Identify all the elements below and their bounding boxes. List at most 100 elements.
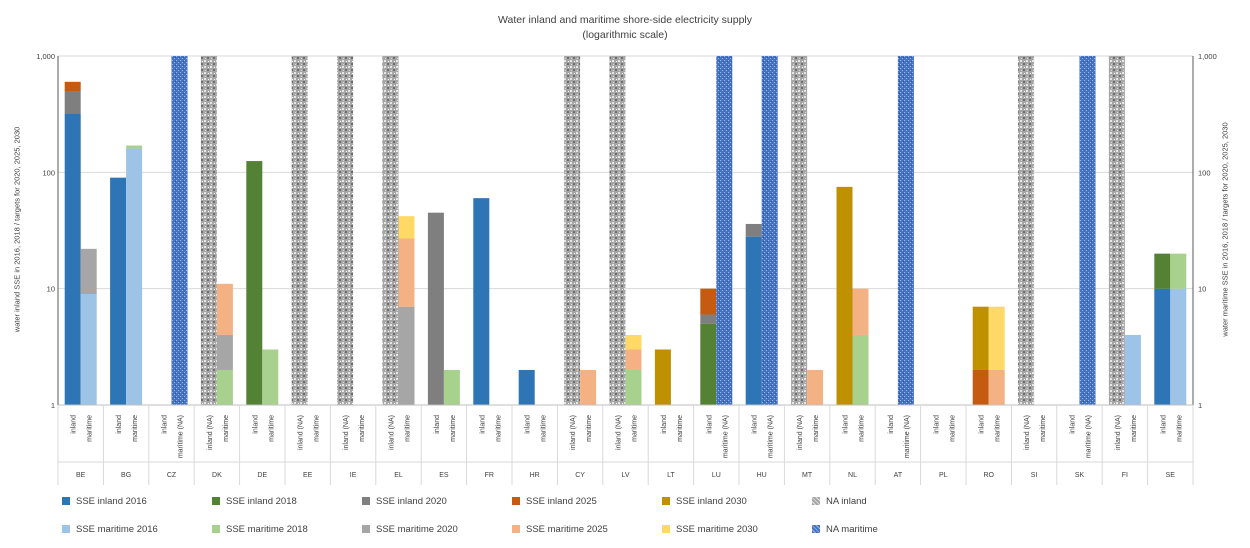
legend-label: SSE inland 2030 — [676, 495, 747, 507]
x-category-label: maritime (NA) — [768, 415, 775, 458]
maritime-bar-segment — [443, 369, 460, 405]
x-category-label: inland (NA) — [616, 415, 623, 450]
maritime-bar-segment — [1170, 253, 1187, 289]
legend-label: SSE maritime 2030 — [676, 523, 758, 535]
country-label: CZ — [167, 472, 177, 479]
maritime-bar-segment — [625, 334, 642, 350]
legend-item: NA maritime — [812, 524, 962, 535]
legend-item: SSE inland 2025 — [512, 496, 662, 507]
maritime-bar-segment — [216, 369, 233, 405]
legend-swatch — [662, 525, 670, 533]
x-category-label: inland — [252, 415, 259, 434]
x-category-label: inland (NA) — [343, 415, 350, 450]
y-tick-label-right: 10 — [1198, 285, 1206, 294]
country-label: RO — [983, 472, 994, 479]
x-category-label: maritime — [995, 415, 1002, 442]
legend-swatch — [362, 497, 370, 505]
legend-row: SSE maritime 2016 SSE maritime 2018 SSE ma… — [62, 520, 962, 538]
maritime-bar-segment — [1170, 288, 1187, 405]
country-label: EL — [394, 472, 403, 479]
inland-bar-segment — [427, 212, 444, 405]
legend-label: SSE maritime 2025 — [526, 523, 608, 535]
na-inland-bar — [337, 56, 354, 405]
legend-swatch — [812, 525, 820, 533]
legend-item: SSE inland 2018 — [212, 496, 362, 507]
legend-swatch — [62, 497, 70, 505]
legend-label: SSE inland 2025 — [526, 495, 597, 507]
legend-label: SSE inland 2018 — [226, 495, 297, 507]
maritime-bar-segment — [852, 288, 869, 335]
country-label: SE — [1166, 472, 1176, 479]
chart-legend: SSE inland 2016 SSE inland 2018 SSE inland… — [62, 492, 962, 548]
maritime-bar-segment — [988, 306, 1005, 370]
legend-swatch — [212, 497, 220, 505]
country-label: FR — [485, 472, 494, 479]
legend-swatch — [62, 525, 70, 533]
inland-bar-segment — [745, 236, 762, 405]
y-tick-label-left: 100 — [42, 168, 55, 177]
x-category-label: inland — [888, 415, 895, 434]
maritime-bar-segment — [988, 369, 1005, 405]
x-category-label: inland — [162, 415, 169, 434]
legend-label: SSE maritime 2020 — [376, 523, 458, 535]
x-category-label: maritime — [87, 415, 94, 442]
x-category-label: inland — [933, 415, 940, 434]
legend-label: NA maritime — [826, 523, 878, 535]
y-axis-left-label: water inland SSE in 2016, 2018 / targets… — [12, 126, 22, 333]
country-label: SK — [1075, 472, 1085, 479]
x-category-label: inland — [525, 415, 532, 434]
na-inland-bar — [1018, 56, 1035, 405]
y-tick-label-right: 100 — [1198, 168, 1211, 177]
inland-bar-segment — [1154, 253, 1171, 289]
maritime-bar-segment — [1124, 334, 1141, 405]
maritime-bar-segment — [262, 349, 279, 405]
legend-item: SSE inland 2020 — [362, 496, 512, 507]
legend-item: SSE maritime 2030 — [662, 524, 812, 535]
x-category-label: inland — [1070, 415, 1077, 434]
x-category-label: maritime — [541, 415, 548, 442]
inland-bar-segment — [246, 161, 263, 405]
x-category-label: inland — [752, 415, 759, 434]
na-inland-bar — [291, 56, 308, 405]
inland-bar-segment — [700, 323, 717, 405]
legend-swatch — [212, 525, 220, 533]
legend-label: SSE maritime 2016 — [76, 523, 158, 535]
legend-swatch — [512, 525, 520, 533]
maritime-bar-segment — [216, 283, 233, 335]
na-inland-bar — [791, 56, 808, 405]
inland-bar-segment — [473, 198, 490, 405]
inland-bar-segment — [972, 306, 989, 370]
y-tick-label-left: 1 — [51, 401, 55, 410]
legend-item: SSE inland 2030 — [662, 496, 812, 507]
chart-title: Water inland and maritime shore-side ele… — [497, 14, 753, 26]
inland-bar-segment — [1154, 288, 1171, 405]
na-inland-bar — [382, 56, 399, 405]
x-category-label: inland — [71, 415, 78, 434]
inland-bar-segment — [518, 369, 535, 405]
x-category-label: inland (NA) — [389, 415, 396, 450]
y-tick-label-right: 1,000 — [1198, 52, 1217, 61]
x-category-label: maritime (NA) — [904, 415, 911, 458]
x-category-label: inland (NA) — [570, 415, 577, 450]
country-label: LU — [712, 472, 721, 479]
x-category-label: maritime — [405, 415, 412, 442]
maritime-bar-segment — [807, 369, 824, 405]
country-label: FI — [1122, 472, 1128, 479]
na-maritime-bar — [1079, 56, 1096, 405]
country-label: EE — [303, 472, 313, 479]
maritime-bar-segment — [80, 248, 97, 294]
x-category-label: maritime — [1131, 415, 1138, 442]
legend-item: SSE maritime 2016 — [62, 524, 212, 535]
x-category-label: maritime — [1176, 415, 1183, 442]
legend-item: SSE maritime 2020 — [362, 524, 512, 535]
legend-label: SSE inland 2020 — [376, 495, 447, 507]
legend-swatch — [812, 497, 820, 505]
x-category-label: inland (NA) — [1024, 415, 1031, 450]
country-label: LT — [667, 472, 675, 479]
maritime-bar-segment — [80, 293, 97, 405]
x-category-label: maritime — [949, 415, 956, 442]
x-category-label: maritime — [359, 415, 366, 442]
maritime-bar-segment — [216, 334, 233, 370]
x-category-label: inland — [843, 415, 850, 434]
legend-item: SSE maritime 2018 — [212, 524, 362, 535]
